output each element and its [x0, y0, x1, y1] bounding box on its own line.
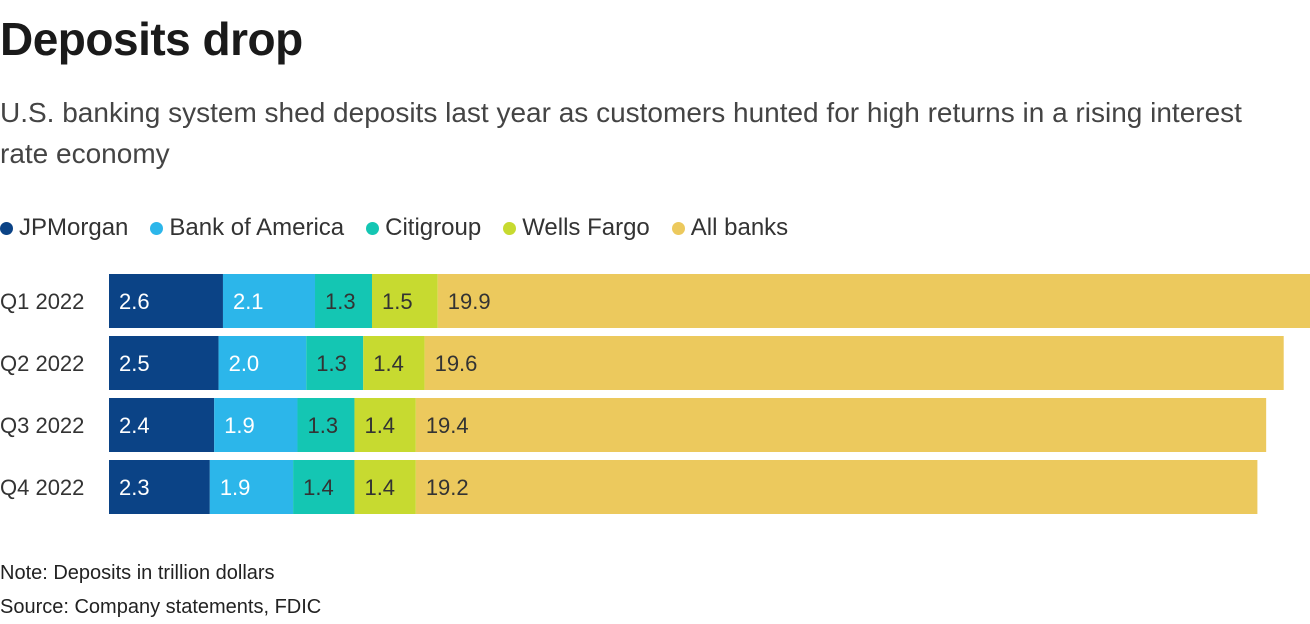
- bar-segment-all-banks: [424, 336, 1284, 390]
- legend-item: JPMorgan: [0, 214, 128, 242]
- source-text: Source: Company statements, FDIC: [0, 596, 322, 618]
- bar-segment-citigroup: [306, 336, 364, 390]
- data-label: 1.9: [220, 475, 251, 500]
- bar-segment-jpmorgan: [109, 274, 223, 328]
- legend-item: All banks: [671, 214, 789, 242]
- bar-segment-all-banks: [415, 460, 1258, 514]
- category-label: Q3 2022: [0, 413, 84, 438]
- bar-segment-bank-of-america: [209, 460, 294, 514]
- data-label: 1.3: [325, 289, 356, 314]
- chart-subtitle: U.S. banking system shed deposits last y…: [0, 97, 1242, 169]
- data-label: 19.6: [435, 351, 478, 376]
- data-label: 1.4: [303, 475, 334, 500]
- data-label: 2.0: [229, 351, 260, 376]
- legend-label: Bank of America: [169, 214, 345, 241]
- legend-item: Citigroup: [366, 214, 481, 242]
- legend-label: JPMorgan: [19, 214, 129, 241]
- data-label: 1.4: [364, 475, 395, 500]
- legend-label: All banks: [690, 214, 789, 241]
- data-label: 1.9: [224, 413, 255, 438]
- legend-item: Wells Fargo: [503, 214, 650, 242]
- data-label: 2.4: [119, 413, 150, 438]
- bar-segment-bank-of-america: [222, 274, 316, 328]
- legend-swatch: [503, 221, 517, 235]
- legend-swatch: [150, 221, 164, 235]
- bar-segment-wells-fargo: [363, 336, 425, 390]
- footer-notes: Note: Deposits in trillion dollars Sourc…: [0, 556, 321, 624]
- chart-title: Deposits drop: [0, 13, 303, 65]
- bar-segment-citigroup: [293, 460, 355, 514]
- note-text: Note: Deposits in trillion dollars: [0, 562, 275, 584]
- data-label: 1.3: [316, 351, 347, 376]
- data-label: 1.5: [382, 289, 413, 314]
- bar-segment-jpmorgan: [109, 336, 219, 390]
- bar-segment-all-banks: [437, 274, 1310, 328]
- category-label: Q1 2022: [0, 289, 84, 314]
- data-label: 1.4: [373, 351, 404, 376]
- legend: JPMorgan Bank of America Citigroup Wells Fa…: [0, 214, 788, 242]
- bar-segment-jpmorgan: [109, 398, 215, 452]
- data-label: 1.4: [364, 413, 395, 438]
- data-label: 2.6: [119, 289, 150, 314]
- data-label: 19.4: [426, 413, 469, 438]
- legend-swatch: [366, 221, 380, 235]
- bar-segment-wells-fargo: [354, 460, 416, 514]
- category-label: Q2 2022: [0, 351, 84, 376]
- legend-swatch: [671, 221, 685, 235]
- bar-segment-wells-fargo: [371, 274, 438, 328]
- legend-label: Citigroup: [385, 214, 482, 241]
- bar-segment-jpmorgan: [109, 460, 210, 514]
- data-label: 2.5: [119, 351, 150, 376]
- legend-item: Bank of America: [150, 214, 344, 242]
- bar-segment-bank-of-america: [218, 336, 307, 390]
- bar-segment-citigroup: [297, 398, 355, 452]
- legend-swatch: [0, 221, 13, 235]
- data-label: 1.3: [307, 413, 338, 438]
- data-label: 2.3: [119, 475, 150, 500]
- data-label: 19.9: [448, 289, 491, 314]
- legend-label: Wells Fargo: [522, 214, 650, 241]
- bar-segment-all-banks: [415, 398, 1267, 452]
- category-label: Q4 2022: [0, 475, 84, 500]
- bar-segment-wells-fargo: [354, 398, 416, 452]
- data-label: 19.2: [426, 475, 469, 500]
- data-label: 2.1: [233, 289, 264, 314]
- bar-segment-citigroup: [315, 274, 372, 328]
- bar-segment-bank-of-america: [214, 398, 298, 452]
